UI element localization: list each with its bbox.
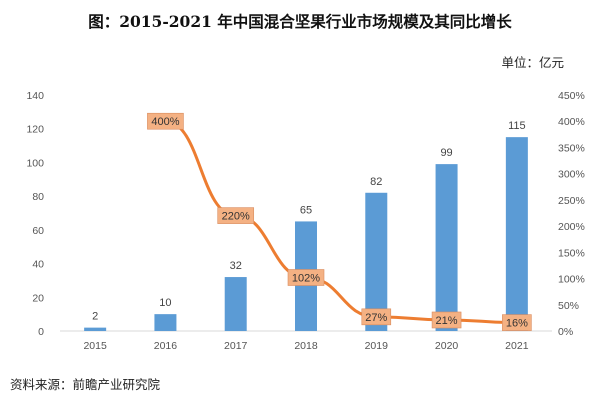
growth-label-box: [361, 308, 392, 326]
bar-value-label: 2: [92, 311, 98, 323]
growth-rate-label: 220%: [222, 211, 250, 223]
bar-value-label: 10: [159, 297, 171, 309]
source-note: 资料来源：前瞻产业研究院: [10, 377, 161, 392]
market-size-bar: [154, 314, 177, 331]
x-axis-tick: 2021: [505, 340, 529, 352]
left-axis-tick: 60: [32, 225, 44, 237]
right-axis-tick: 450%: [558, 90, 585, 102]
unit-label: 单位：亿元: [501, 55, 564, 70]
growth-rate-label: 21%: [436, 315, 458, 327]
left-axis-tick: 20: [32, 292, 44, 304]
x-axis-tick: 2016: [154, 340, 178, 352]
x-axis-tick: 2019: [365, 340, 389, 352]
x-axis-tick: 2015: [83, 340, 107, 352]
right-axis-tick: 250%: [558, 195, 585, 207]
bar-value-label: 65: [300, 204, 312, 216]
market-size-bar: [435, 164, 458, 331]
growth-label-box: [147, 112, 184, 130]
chart-title: 图：2015-2021 年中国混合坚果行业市场规模及其同比增长: [88, 12, 512, 31]
growth-rate-label: 102%: [292, 273, 320, 285]
bar-value-label: 115: [508, 120, 526, 132]
left-axis-tick: 140: [26, 90, 44, 102]
left-axis-tick: 40: [32, 259, 44, 271]
right-axis-tick: 0%: [558, 326, 573, 338]
right-axis-tick: 50%: [558, 300, 579, 312]
x-axis-tick: 2017: [224, 340, 248, 352]
right-axis-tick: 400%: [558, 116, 585, 128]
left-axis-tick: 120: [26, 124, 44, 136]
growth-rate-label: 400%: [151, 116, 179, 128]
right-axis-tick: 200%: [558, 221, 585, 233]
bar-value-label: 99: [440, 147, 452, 159]
left-axis-tick: 80: [32, 191, 44, 203]
bar-value-label: 82: [370, 176, 382, 188]
right-axis-tick: 300%: [558, 169, 585, 181]
growth-label-box: [287, 269, 325, 286]
growth-rate-label: 27%: [365, 312, 387, 324]
right-axis-tick: 150%: [558, 247, 585, 259]
growth-label-box: [431, 311, 462, 329]
growth-label-box: [502, 314, 532, 331]
market-size-bar: [84, 327, 107, 331]
growth-rate-label: 16%: [506, 318, 528, 330]
x-axis-tick: 2018: [294, 340, 318, 352]
left-axis-tick: 100: [26, 157, 44, 169]
market-size-bar: [505, 137, 528, 331]
right-axis-tick: 350%: [558, 142, 585, 154]
right-axis-tick: 100%: [558, 274, 585, 286]
market-size-bar: [224, 277, 247, 331]
growth-label-box: [217, 207, 255, 224]
left-axis-tick: 0: [38, 326, 44, 338]
market-size-bar: [365, 192, 388, 331]
x-axis-tick: 2020: [435, 340, 459, 352]
bar-value-label: 32: [230, 260, 242, 272]
